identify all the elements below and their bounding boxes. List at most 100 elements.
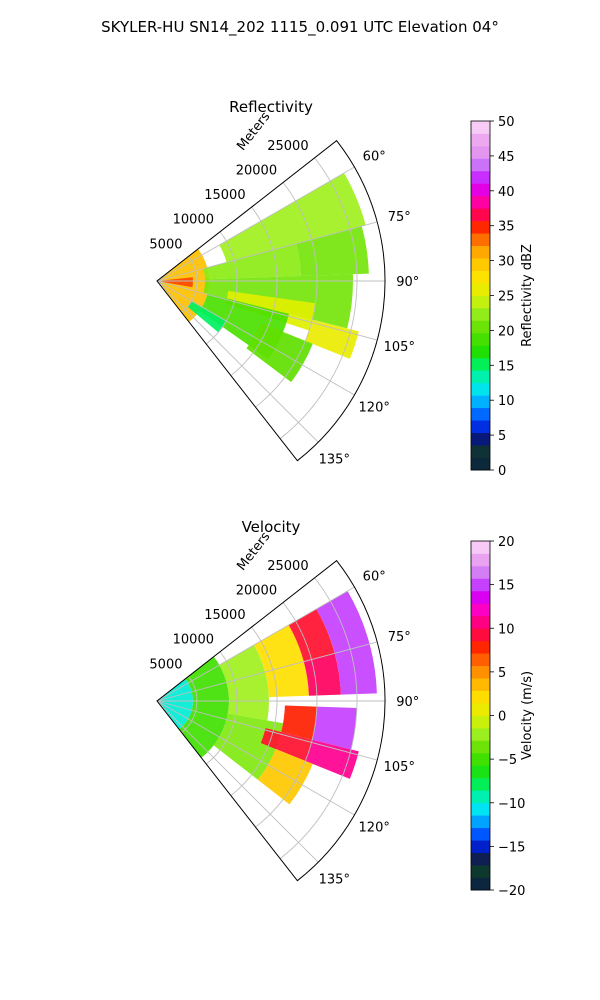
velocity-echo-region — [260, 728, 313, 761]
reflectivity-echoes — [157, 173, 369, 383]
velocity-azimuth-gridline — [156, 700, 378, 761]
reflectivity-title: Reflectivity — [229, 98, 313, 116]
reflectivity-colorbar: 0 5 10 15 20 25 30 35 40 45 50 Reflectivity dBZ — [470, 115, 535, 479]
velocity-azimuth-gridline — [156, 586, 355, 702]
velocity-azimuth-tick-label: 75° — [388, 630, 411, 645]
velocity-colorbar-tick-label: 0 — [498, 710, 506, 725]
velocity-colorbar-segment — [471, 715, 490, 729]
reflectivity-colorbar-segment — [471, 295, 490, 309]
velocity-colorbar-tick-label: −20 — [498, 884, 525, 899]
reflectivity-colorbar-segment — [471, 432, 490, 446]
velocity-colorbar-segment — [471, 740, 490, 754]
velocity-colorbar-segment — [471, 628, 490, 642]
velocity-colorbar-segment — [471, 852, 490, 866]
velocity-range-tick-label: 15000 — [204, 608, 245, 623]
reflectivity-colorbar-segment — [471, 133, 490, 147]
velocity-colorbar-segment — [471, 840, 490, 853]
velocity-colorbar-segment — [471, 877, 490, 891]
velocity-colorbar-segment — [471, 815, 490, 829]
velocity-colorbar-segment — [471, 553, 490, 567]
reflectivity-colorbar-segment — [471, 121, 490, 134]
reflectivity-azimuth-tick-label: 135° — [319, 452, 350, 467]
reflectivity-colorbar-tick-label: 25 — [498, 290, 515, 305]
reflectivity-colorbar-tick-label: 50 — [498, 115, 515, 130]
reflectivity-colorbar-segment — [471, 270, 490, 284]
reflectivity-colorbar-label: Reflectivity dBZ — [520, 244, 535, 347]
velocity-azimuth-tick-label: 105° — [384, 760, 415, 775]
figure-suptitle: SKYLER-HU SN14_202 1115_0.091 UTC Elevat… — [101, 18, 499, 37]
reflectivity-sector-frame — [156, 139, 386, 462]
velocity-range-ring — [279, 577, 358, 859]
reflectivity-range-tick-label: 20000 — [236, 164, 277, 179]
velocity-colorbar-tick-label: 20 — [498, 535, 515, 550]
velocity-colorbar-segment — [471, 703, 490, 716]
reflectivity-colorbar-segment — [471, 220, 490, 234]
reflectivity-azimuth-tick-label: 60° — [363, 150, 386, 165]
velocity-range-tick-label: 20000 — [236, 584, 277, 599]
reflectivity-colorbar-segment — [471, 170, 490, 184]
reflectivity-colorbar-tick-label: 0 — [498, 464, 506, 479]
reflectivity-echo-region — [219, 173, 366, 263]
velocity-panel: Velocity 60° 75° 90° 105° 120° 135° 5000 10000 15… — [149, 518, 535, 899]
reflectivity-range-ring — [279, 157, 358, 439]
reflectivity-azimuth-tick-label: 120° — [359, 400, 390, 415]
reflectivity-colorbar-segment — [471, 283, 490, 296]
reflectivity-colorbar-tick-label: 40 — [498, 185, 515, 200]
reflectivity-colorbar-segment — [471, 457, 490, 471]
velocity-colorbar-tick-label: 10 — [498, 622, 515, 637]
velocity-echo-region — [316, 591, 377, 695]
velocity-colorbar-segment — [471, 802, 490, 816]
velocity-colorbar-segment — [471, 827, 490, 841]
velocity-azimuth-tick-label: 135° — [319, 872, 350, 887]
velocity-colorbar-segment — [471, 665, 490, 679]
velocity-azimuth-tick-label: 120° — [359, 820, 390, 835]
reflectivity-colorbar-segment — [471, 233, 490, 247]
reflectivity-range-ring — [181, 256, 198, 313]
velocity-echo-region — [179, 656, 230, 758]
velocity-azimuth-tick-label: 90° — [396, 695, 419, 710]
velocity-colorbar-label: Velocity (m/s) — [520, 671, 535, 760]
reflectivity-colorbar-tick-label: 10 — [498, 394, 515, 409]
velocity-range-ring — [181, 676, 198, 733]
velocity-colorbar-tick-label: −5 — [498, 753, 517, 768]
reflectivity-echo-region — [187, 301, 227, 333]
reflectivity-colorbar-segment — [471, 345, 490, 359]
reflectivity-colorbar-segment — [471, 395, 490, 409]
reflectivity-colorbar-segment — [471, 307, 490, 321]
reflectivity-range-ring — [230, 206, 278, 376]
reflectivity-azimuth-tick-label: 75° — [388, 210, 411, 225]
velocity-colorbar-segment — [471, 790, 490, 804]
reflectivity-azimuth-gridline — [156, 280, 319, 443]
velocity-echo-region — [312, 706, 357, 750]
velocity-colorbar-segment — [471, 590, 490, 604]
reflectivity-echo-region — [296, 226, 369, 276]
velocity-colorbar-segment — [471, 727, 490, 741]
velocity-title: Velocity — [242, 518, 301, 536]
velocity-colorbar-segment — [471, 678, 490, 691]
reflectivity-colorbar-segment — [471, 357, 490, 371]
velocity-colorbar-tick-label: −15 — [498, 840, 525, 855]
velocity-range-tick-label: 5000 — [149, 657, 182, 672]
reflectivity-azimuth-gridline — [156, 221, 378, 282]
reflectivity-colorbar-segment — [471, 145, 490, 159]
reflectivity-azimuth-gridline — [156, 166, 355, 282]
velocity-colorbar-segment — [471, 765, 490, 779]
velocity-echo-region — [281, 705, 317, 740]
reflectivity-colorbar-tick-label: 20 — [498, 324, 515, 339]
velocity-colorbar-segment — [471, 615, 490, 629]
velocity-azimuth-tick-label: 60° — [363, 570, 386, 585]
velocity-colorbar-segment — [471, 865, 490, 878]
reflectivity-range-ring — [205, 231, 238, 345]
velocity-echo-region — [257, 748, 313, 805]
velocity-colorbar-segment — [471, 541, 490, 554]
velocity-sector-frame — [156, 559, 386, 882]
reflectivity-colorbar-segment — [471, 420, 490, 433]
velocity-colorbar-tick-label: 15 — [498, 579, 515, 594]
reflectivity-azimuth-tick-label: 90° — [396, 275, 419, 290]
reflectivity-colorbar-segment — [471, 195, 490, 209]
reflectivity-colorbar-segment — [471, 183, 490, 197]
reflectivity-azimuth-gridline — [156, 280, 355, 396]
velocity-colorbar-segment — [471, 565, 490, 579]
reflectivity-colorbar-segment — [471, 407, 490, 421]
